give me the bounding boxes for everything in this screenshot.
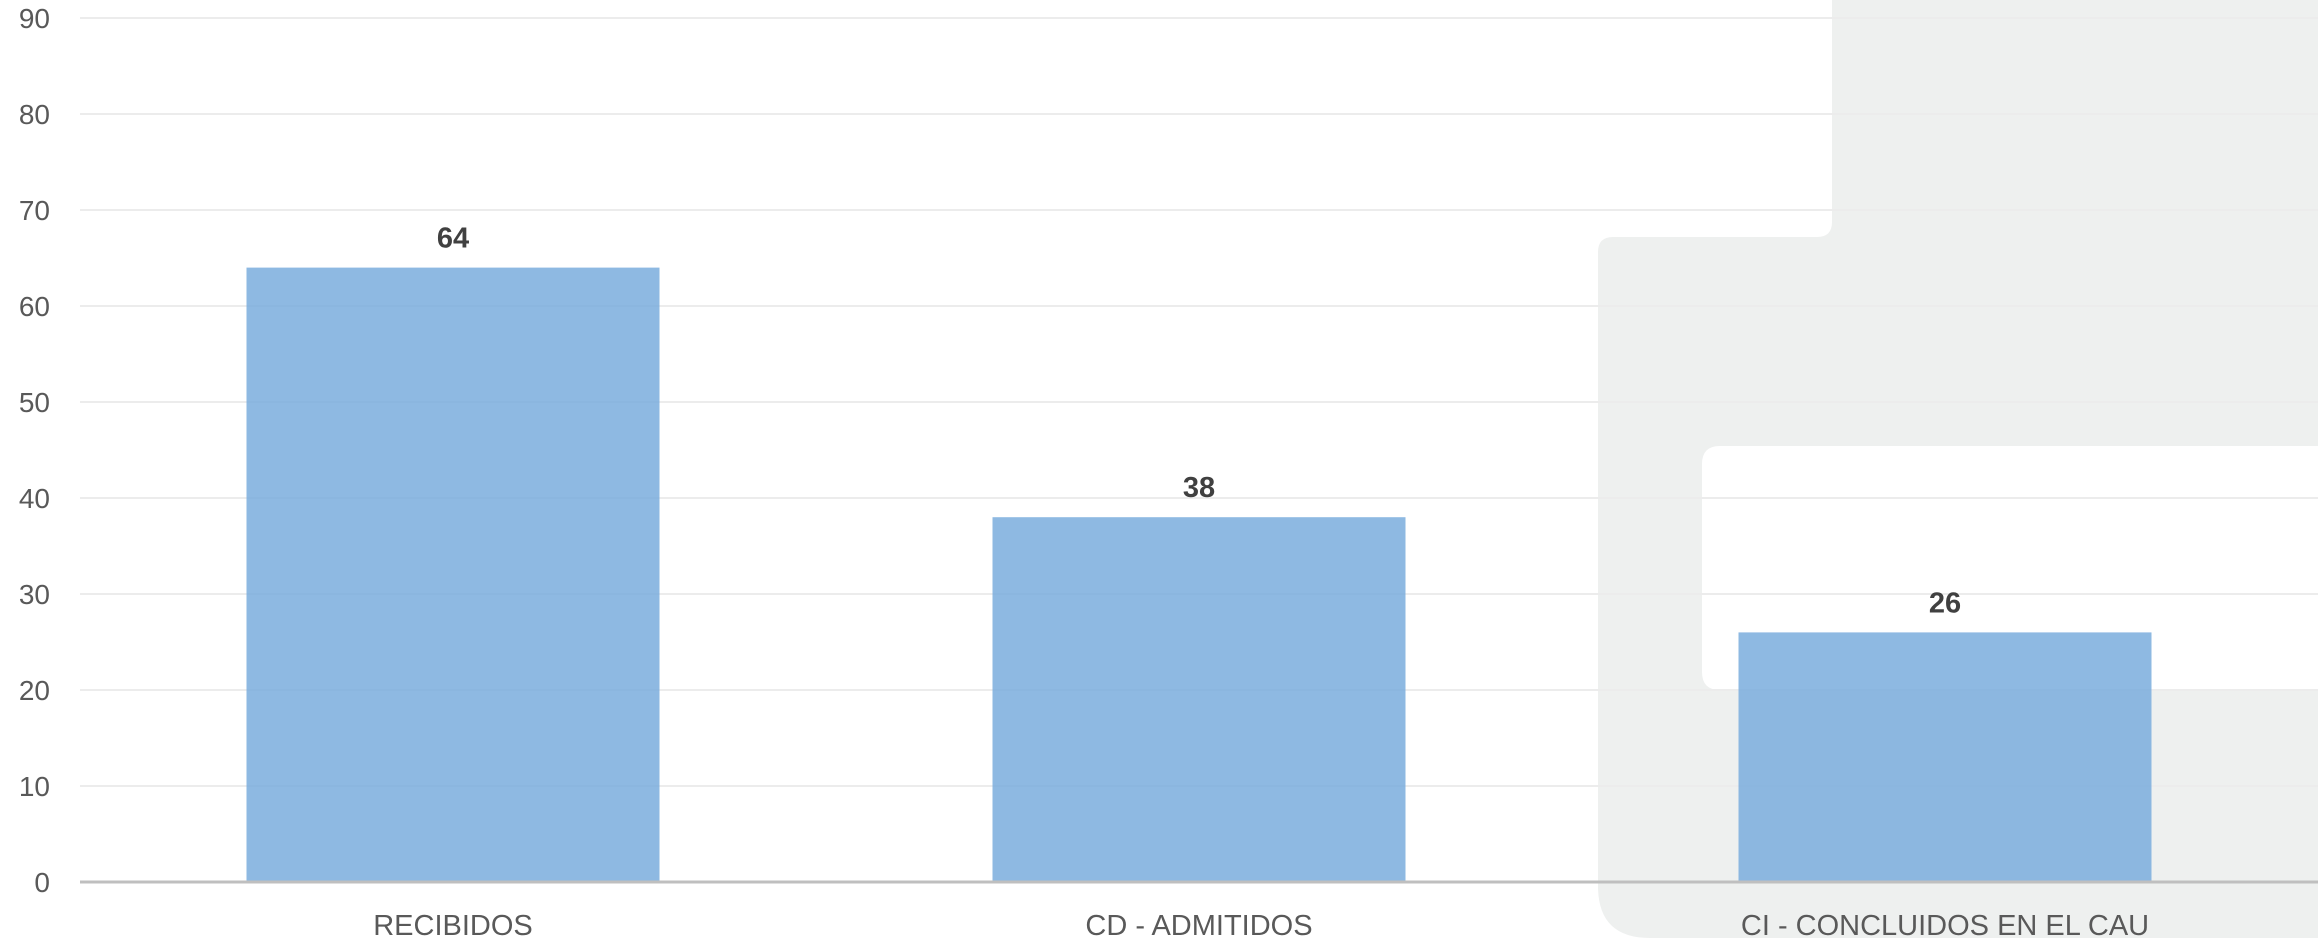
data-labels: 64 38 26: [437, 223, 1961, 620]
x-category-label: RECIBIDOS: [373, 910, 533, 938]
y-tick-label: 50: [19, 387, 50, 418]
bar: [992, 517, 1406, 882]
data-label: 26: [1929, 587, 1961, 619]
data-label: 38: [1183, 472, 1215, 504]
bar: [246, 267, 660, 883]
x-axis-category-labels: RECIBIDOS CD - ADMITIDOS CI - CONCLUIDOS E…: [373, 910, 2149, 938]
y-tick-label: 30: [19, 579, 50, 610]
y-tick-label: 90: [19, 3, 50, 34]
x-category-label: CD - ADMITIDOS: [1085, 910, 1312, 938]
y-tick-label: 80: [19, 99, 50, 130]
y-tick-label: 40: [19, 483, 50, 514]
bar: [1738, 632, 2152, 882]
y-tick-label: 0: [34, 867, 50, 898]
y-axis-tick-labels: 0 10 20 30 40 50 60 70 80 90: [19, 3, 50, 898]
y-tick-label: 10: [19, 771, 50, 802]
y-tick-label: 60: [19, 291, 50, 322]
data-label: 64: [437, 223, 469, 255]
bars: [246, 267, 2152, 883]
y-tick-label: 70: [19, 195, 50, 226]
y-tick-label: 20: [19, 675, 50, 706]
x-category-label: CI - CONCLUIDOS EN EL CAU: [1741, 910, 2149, 938]
